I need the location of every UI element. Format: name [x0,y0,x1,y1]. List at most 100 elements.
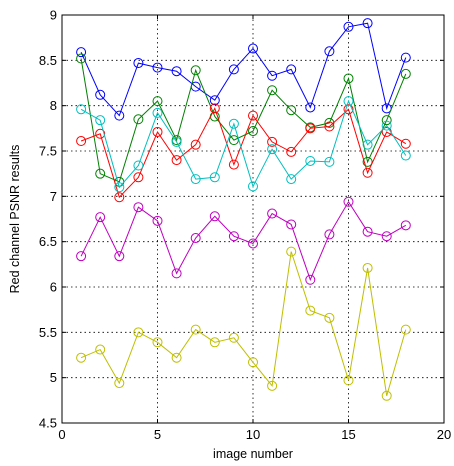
data-point [248,357,258,368]
data-point [286,105,297,116]
data-point [248,181,258,192]
data-point [152,126,163,137]
data-point [400,220,411,231]
data-point [286,64,297,75]
data-point [209,211,220,222]
data-point [95,168,106,179]
data-point [95,128,106,139]
data-point [171,136,182,147]
data-point [362,139,373,150]
y-tick-label: 4.5 [39,416,57,431]
x-tick-label: 20 [437,427,451,442]
data-point [362,18,373,29]
series-5 [76,196,411,285]
data-point [152,337,163,348]
data-point [76,136,87,147]
data-point [114,378,125,389]
y-tick-label: 7.5 [39,144,57,159]
data-point [248,110,258,121]
data-point [324,156,335,167]
data-point [267,85,278,96]
data-point [324,121,335,132]
data-point [324,229,335,240]
series-line [80,22,407,117]
data-point [228,118,239,129]
data-point [209,337,220,348]
data-point [76,251,87,262]
data-point [267,70,278,81]
data-point [381,231,392,242]
data-point [381,120,392,131]
data-series-layer [76,18,411,401]
data-point [248,126,258,137]
data-point [114,192,125,203]
data-point [133,58,144,69]
data-point [267,144,278,155]
data-point [400,324,411,335]
data-point [400,138,411,149]
data-point [209,103,220,114]
data-point [114,251,125,262]
series-3 [76,103,411,203]
data-point [248,238,258,249]
data-point [305,305,316,316]
y-tick-label: 8.5 [39,53,57,68]
data-point [400,52,411,63]
data-point [343,21,354,32]
data-point [362,156,373,167]
data-point [305,123,316,134]
data-point [343,196,354,207]
data-point [133,202,144,213]
data-point [400,68,411,79]
data-point [133,160,144,171]
y-tick-label: 7 [50,189,57,204]
data-point [400,150,411,161]
data-point [343,73,354,84]
data-point [286,219,297,230]
data-point [190,233,201,244]
data-point [362,167,373,178]
data-point [190,174,201,185]
data-point [362,262,373,273]
y-tick-label: 6 [50,280,57,295]
x-tick-label: 5 [154,427,161,442]
data-point [133,172,144,183]
data-point [228,231,239,242]
y-axis-title: Red channel PSNR results [8,145,22,294]
data-point [171,155,182,166]
grid-lines [62,15,444,423]
data-point [381,390,392,401]
data-point [267,380,278,391]
y-tick-label: 8 [50,98,57,113]
y-tick-label: 9 [50,8,57,23]
series-6 [76,246,411,401]
data-point [133,327,144,338]
data-point [76,104,87,115]
data-point [114,182,125,193]
data-point [152,107,163,118]
data-point [343,96,354,107]
x-tick-label: 15 [341,427,355,442]
data-point [343,104,354,115]
data-point [305,102,316,113]
data-point [76,53,87,64]
series-4 [76,96,411,193]
data-point [343,375,354,386]
axis-ticks: 0 5 10 15 20 4.5 5 5.5 6 6.5 7 7.5 8 8.5 9 [39,8,451,443]
data-point [362,226,373,237]
series-line [80,200,407,282]
data-point [228,64,239,75]
data-point [305,274,316,285]
data-point [248,43,258,54]
x-tick-label: 10 [246,427,260,442]
data-point [267,136,278,147]
data-point [152,215,163,226]
data-point [152,96,163,107]
data-point [209,172,220,183]
data-point [286,246,297,257]
data-point [286,174,297,185]
data-point [228,332,239,343]
data-point [95,89,106,100]
data-point [190,324,201,335]
